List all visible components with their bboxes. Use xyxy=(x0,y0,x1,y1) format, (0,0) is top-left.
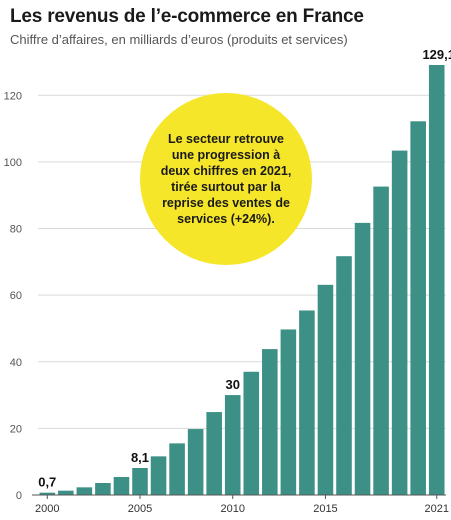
x-tick-label-2000: 2000 xyxy=(35,503,59,515)
bar-2010 xyxy=(224,395,241,495)
bar-2001 xyxy=(58,490,74,495)
bar-2002 xyxy=(76,487,93,495)
bar-2015 xyxy=(317,284,334,495)
bar-2016 xyxy=(336,256,352,495)
y-tick-label-120: 120 xyxy=(4,90,22,102)
bar-2004 xyxy=(113,477,130,495)
chart-subtitle: Chiffre d’affaires, en milliards d’euros… xyxy=(10,32,348,47)
bar-2017 xyxy=(354,222,371,495)
x-tick-label-2005: 2005 xyxy=(128,503,152,515)
bar-2013 xyxy=(280,329,297,495)
bar-2007 xyxy=(169,443,185,495)
bar-2005 xyxy=(132,468,148,495)
bar-2020 xyxy=(410,121,426,495)
data-label-2021: 129,1 xyxy=(422,47,451,62)
x-tick-label-2015: 2015 xyxy=(313,503,337,515)
bar-2009 xyxy=(206,412,222,495)
bar-2011 xyxy=(243,371,260,495)
bar-2018 xyxy=(373,186,389,495)
data-label-2010: 30 xyxy=(225,377,239,392)
bar-2014 xyxy=(299,310,315,495)
bar-2003 xyxy=(95,483,111,495)
bar-2012 xyxy=(262,349,278,495)
y-tick-label-100: 100 xyxy=(4,157,22,169)
chart-title: Les revenus de l’e-commerce en France xyxy=(10,6,364,27)
callout-bubble: Le secteur retrouve une progression à de… xyxy=(140,93,312,265)
y-tick-label-80: 80 xyxy=(10,224,22,236)
bar-2006 xyxy=(150,456,167,495)
bar-2008 xyxy=(187,429,204,495)
x-tick-label-2021: 2021 xyxy=(424,503,448,515)
y-tick-label-0: 0 xyxy=(16,490,22,502)
data-label-2005: 8,1 xyxy=(131,450,149,465)
bar-2000 xyxy=(39,492,56,495)
bar-2019 xyxy=(391,150,408,496)
bar-2021 xyxy=(428,64,445,496)
x-tick-label-2010: 2010 xyxy=(220,503,244,515)
data-label-2000: 0,7 xyxy=(38,475,56,490)
callout-text: Le secteur retrouve une progression à de… xyxy=(160,132,292,226)
y-tick-label-60: 60 xyxy=(10,290,22,302)
y-tick-label-20: 20 xyxy=(10,423,22,435)
y-tick-label-40: 40 xyxy=(10,357,22,369)
